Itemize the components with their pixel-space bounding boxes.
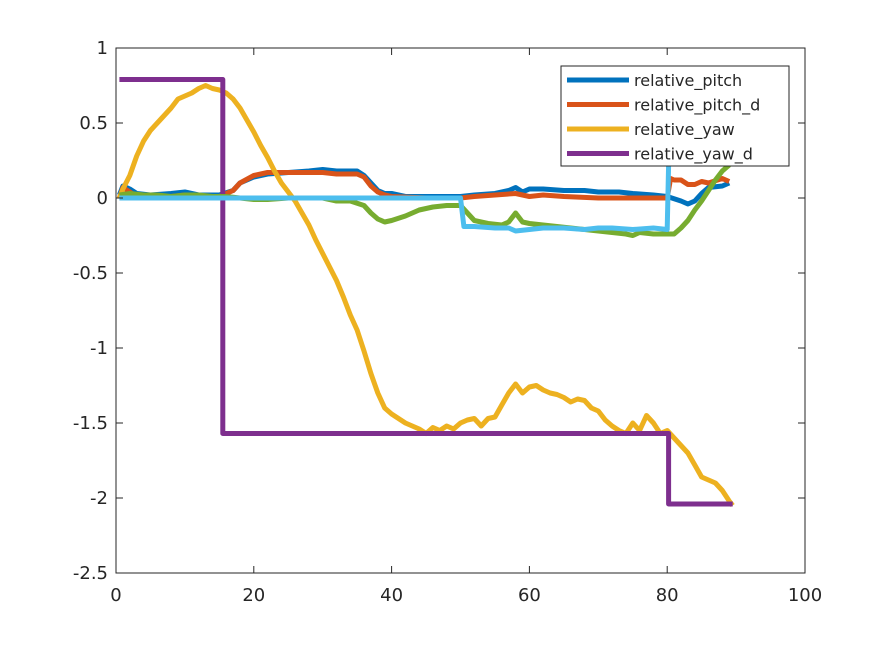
y-tick-label: 1 — [97, 38, 108, 59]
x-tick-label: 40 — [380, 585, 403, 606]
legend-label: relative_pitch — [634, 71, 742, 91]
series-line-relative-yaw-d — [119, 77, 733, 507]
series-line-series-6 — [119, 164, 672, 234]
y-tick-label: -2.5 — [73, 563, 108, 584]
y-tick-label: 0 — [97, 188, 108, 209]
y-axis: 1 0.5 0 -0.5 -1 -1.5 -2 -2.5 — [73, 38, 805, 584]
legend-box — [560, 65, 790, 167]
x-tick-label: 100 — [788, 585, 822, 606]
y-tick-label: -1.5 — [73, 413, 108, 434]
y-tick-label: -1 — [90, 338, 108, 359]
x-axis: 0 20 40 60 80 100 — [110, 48, 822, 606]
x-tick-label: 60 — [518, 585, 541, 606]
y-tick-label: 0.5 — [79, 113, 108, 134]
plot-frame — [115, 47, 806, 574]
y-tick-label: -2 — [90, 488, 108, 509]
legend-label: relative_pitch_d — [634, 96, 760, 116]
series-layer — [117, 77, 735, 508]
legend-label: relative_yaw — [634, 120, 735, 140]
legend-label: relative_yaw_d — [634, 145, 753, 165]
y-tick-label: -0.5 — [73, 263, 108, 284]
x-tick-label: 20 — [242, 585, 265, 606]
x-tick-label: 80 — [656, 585, 679, 606]
legend: relative_pitch relative_pitch_d relative_y… — [560, 65, 790, 167]
x-tick-label: 0 — [110, 585, 121, 606]
